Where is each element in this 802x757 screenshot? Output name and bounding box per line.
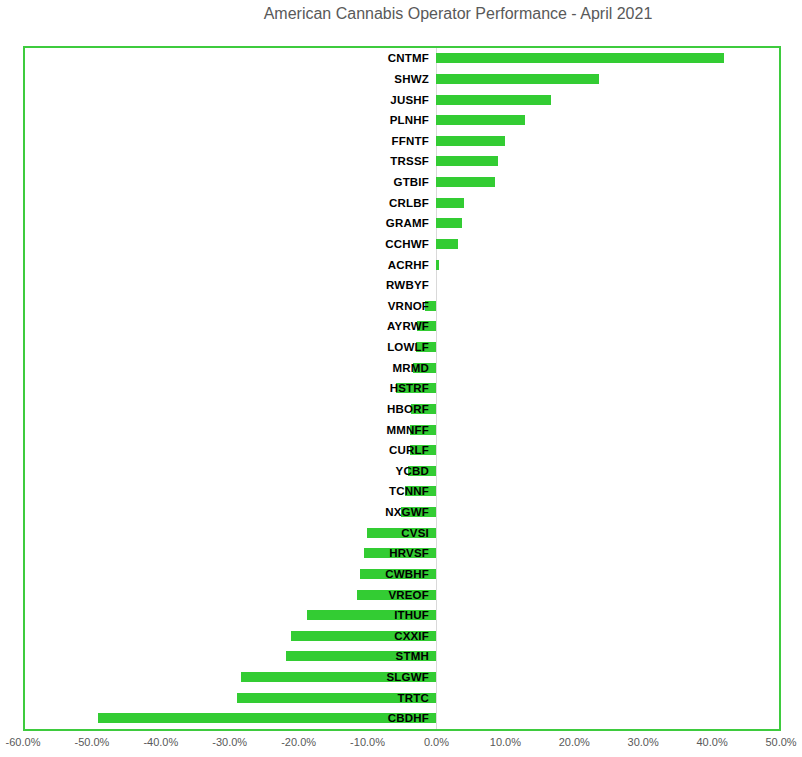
- bar-row: CWBHF: [25, 564, 779, 585]
- chart-screenshot: { "title": "American Cannabis Operator P…: [0, 0, 802, 757]
- category-label: TRSSF: [390, 155, 429, 167]
- category-label: GRAMF: [386, 217, 429, 229]
- category-label: HRVSF: [389, 547, 429, 559]
- category-label: SLGWF: [386, 671, 429, 683]
- bar-row: HSTRF: [25, 378, 779, 399]
- category-label: JUSHF: [390, 94, 429, 106]
- category-label: VRNOF: [388, 300, 429, 312]
- bar-row: MRMD: [25, 357, 779, 378]
- category-label: HSTRF: [390, 382, 429, 394]
- category-label: AYRWF: [387, 320, 429, 332]
- bar-row: SLGWF: [25, 667, 779, 688]
- category-label: CRLBF: [389, 197, 429, 209]
- x-tick-label: 20.0%: [559, 736, 590, 748]
- category-label: GTBIF: [394, 176, 430, 188]
- category-label: PLNHF: [390, 114, 429, 126]
- bar: [436, 239, 457, 249]
- bar-row: VRNOF: [25, 296, 779, 317]
- bar: [98, 713, 437, 723]
- bar-row: FFNTF: [25, 131, 779, 152]
- bar: [436, 74, 598, 84]
- category-label: TRTC: [398, 692, 429, 704]
- bar-row: HBORF: [25, 399, 779, 420]
- bar-row: HRVSF: [25, 543, 779, 564]
- category-label: CURLF: [389, 444, 429, 456]
- category-label: LOWLF: [387, 341, 429, 353]
- bar-row: GRAMF: [25, 213, 779, 234]
- bar-row: GTBIF: [25, 172, 779, 193]
- bar-row: MMNFF: [25, 419, 779, 440]
- x-tick-label: 40.0%: [696, 736, 727, 748]
- x-tick-label: 50.0%: [765, 736, 796, 748]
- bar-row: JUSHF: [25, 89, 779, 110]
- category-label: CXXIF: [394, 630, 429, 642]
- bar-row: CVSI: [25, 522, 779, 543]
- category-label: STMH: [396, 650, 429, 662]
- x-axis: -60.0%-50.0%-40.0%-30.0%-20.0%-10.0%0.0%…: [23, 736, 781, 754]
- bar-row: TRTC: [25, 687, 779, 708]
- x-tick-label: -50.0%: [74, 736, 109, 748]
- bar: [436, 260, 439, 270]
- category-label: VREOF: [388, 589, 429, 601]
- category-label: SHWZ: [394, 73, 429, 85]
- category-label: CWBHF: [385, 568, 429, 580]
- bar-row: VREOF: [25, 584, 779, 605]
- bar: [436, 218, 461, 228]
- bar-row: SHWZ: [25, 69, 779, 90]
- x-tick-label: -40.0%: [143, 736, 178, 748]
- bar-row: TCNNF: [25, 481, 779, 502]
- chart-title: American Cannabis Operator Performance -…: [57, 5, 802, 23]
- category-label: ITHUF: [394, 609, 429, 621]
- category-label: HBORF: [387, 403, 429, 415]
- bar: [436, 156, 498, 166]
- bar: [436, 136, 505, 146]
- bar-row: CXXIF: [25, 626, 779, 647]
- category-label: CVSI: [401, 527, 429, 539]
- plot-area: CNTMF SHWZ JUSHF PLNHF FFNTF TRSSF GTBIF CRLBF G…: [23, 46, 781, 731]
- category-label: FFNTF: [392, 135, 429, 147]
- category-label: CNTMF: [388, 52, 429, 64]
- x-tick-label: 10.0%: [490, 736, 521, 748]
- bar: [436, 177, 494, 187]
- x-tick-label: -60.0%: [6, 736, 41, 748]
- x-tick-label: -10.0%: [350, 736, 385, 748]
- bar-row: TRSSF: [25, 151, 779, 172]
- bar-row: RWBYF: [25, 275, 779, 296]
- category-label: RWBYF: [386, 279, 429, 291]
- bar-row: CRLBF: [25, 192, 779, 213]
- bar-row: CCHWF: [25, 234, 779, 255]
- x-tick-label: -20.0%: [281, 736, 316, 748]
- bar-row: STMH: [25, 646, 779, 667]
- bar-row: ACRHF: [25, 254, 779, 275]
- x-tick-label: -30.0%: [212, 736, 247, 748]
- category-label: NXGWF: [385, 506, 429, 518]
- bar-row: LOWLF: [25, 337, 779, 358]
- bar: [436, 53, 724, 63]
- bar: [436, 115, 524, 125]
- bar-row: ITHUF: [25, 605, 779, 626]
- category-label: MMNFF: [386, 424, 429, 436]
- x-tick-label: 30.0%: [628, 736, 659, 748]
- bar-row: NXGWF: [25, 502, 779, 523]
- bar-row: CURLF: [25, 440, 779, 461]
- x-tick-label: 0.0%: [424, 736, 449, 748]
- category-label: ACRHF: [388, 259, 429, 271]
- bar-row: AYRWF: [25, 316, 779, 337]
- category-label: YCBD: [396, 465, 429, 477]
- category-label: CBDHF: [388, 712, 429, 724]
- bar-row: PLNHF: [25, 110, 779, 131]
- bar-row: CBDHF: [25, 708, 779, 729]
- category-label: TCNNF: [389, 485, 429, 497]
- bar: [436, 95, 551, 105]
- category-label: CCHWF: [385, 238, 429, 250]
- category-label: MRMD: [392, 362, 429, 374]
- bar-row: YCBD: [25, 461, 779, 482]
- bar-row: CNTMF: [25, 48, 779, 69]
- bar: [436, 198, 463, 208]
